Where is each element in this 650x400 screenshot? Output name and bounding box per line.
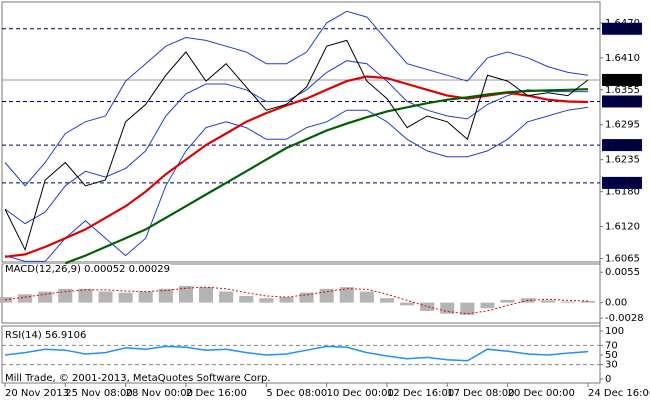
series-line [4, 106, 589, 262]
y-tick-label: 1.6355 [605, 85, 640, 96]
panel-title-bg [4, 264, 172, 275]
y-tick-label: 70 [605, 340, 618, 351]
y-tick-label: 0 [605, 374, 611, 385]
macd-bar [359, 291, 374, 303]
y-tick-label: 1.6410 [605, 53, 640, 64]
x-tick-label: 5 Dec 08:00 [266, 388, 327, 399]
macd-bar [460, 302, 475, 315]
macd-bar [299, 292, 314, 303]
x-tick-label: 10 Dec 00:00 [327, 388, 394, 399]
macd-bar [239, 295, 254, 303]
macd-bar [138, 291, 153, 303]
x-tick-label: 17 Dec 08:00 [447, 388, 514, 399]
series-line [4, 39, 589, 252]
series-line [4, 286, 589, 315]
y-tick-label: 1.6065 [605, 254, 640, 265]
macd-bar [420, 302, 435, 311]
macd-bar [500, 299, 515, 303]
level-label-bg [602, 139, 642, 152]
footer-note: Mill Trade, © 2001-2013, MetaQuotes Soft… [5, 373, 271, 384]
y-tick-label: 0.0055 [605, 267, 640, 278]
macd-bar [259, 298, 274, 303]
current-price-label: 1.6372 [605, 75, 640, 86]
series-line [64, 88, 589, 265]
macd-bar [219, 291, 234, 303]
macd-bar [400, 302, 415, 306]
y-tick-label: -0.0028 [605, 313, 644, 324]
y-tick-label: 1.6235 [605, 155, 640, 166]
level-label: 1.6460 [605, 24, 640, 35]
y-tick-label: 0.00 [605, 298, 627, 309]
macd-bar [118, 292, 133, 303]
macd-bar [279, 297, 294, 303]
x-tick-label: 20 Nov 2013 [5, 388, 69, 399]
macd-bar [198, 287, 214, 303]
x-tick-label: 28 Nov 00:00 [126, 388, 193, 399]
y-tick-label: 1.6180 [605, 187, 640, 198]
level-label-bg [602, 22, 642, 35]
macd-bar [18, 294, 33, 303]
y-tick-label: 100 [605, 326, 624, 337]
panel-title-bg [4, 330, 88, 341]
level-label-bg [602, 95, 642, 108]
macd-bar [580, 300, 596, 303]
level-label: 1.6260 [605, 140, 640, 151]
macd-bar [38, 291, 53, 303]
y-tick-label: 50 [605, 350, 618, 361]
panel-title: MACD(12,26,9) 0.00052 0.00029 [5, 264, 170, 275]
y-tick-label: 30 [605, 360, 618, 371]
panel-title: RSI(14) 56.9106 [5, 330, 86, 341]
level-label: 1.6195 [605, 178, 640, 189]
macd-bar [440, 302, 455, 314]
macd-bar [560, 301, 575, 303]
y-tick-label: 1.6120 [605, 222, 640, 233]
macd-bar [540, 300, 555, 303]
level-label-bg [602, 176, 642, 189]
x-tick-label: 25 Nov 08:00 [65, 388, 132, 399]
macd-bar [178, 286, 193, 303]
x-tick-label: 12 Dec 16:00 [387, 388, 454, 399]
series-line [4, 345, 589, 362]
series-line [4, 10, 589, 187]
current-price-bg [602, 73, 642, 86]
x-tick-label: 2 Dec 16:00 [186, 388, 247, 399]
macd-bar [98, 291, 113, 303]
y-tick-label: 1.6295 [605, 120, 640, 131]
macd-bar [379, 298, 395, 303]
level-label: 1.6335 [605, 96, 640, 107]
macd-bar [78, 288, 93, 303]
macd-bar [480, 302, 495, 309]
macd-bar [339, 287, 354, 303]
x-tick-label: 24 Dec 16:00 [588, 388, 650, 399]
x-tick-label: 20 Dec 00:00 [508, 388, 575, 399]
macd-bar [158, 288, 173, 303]
